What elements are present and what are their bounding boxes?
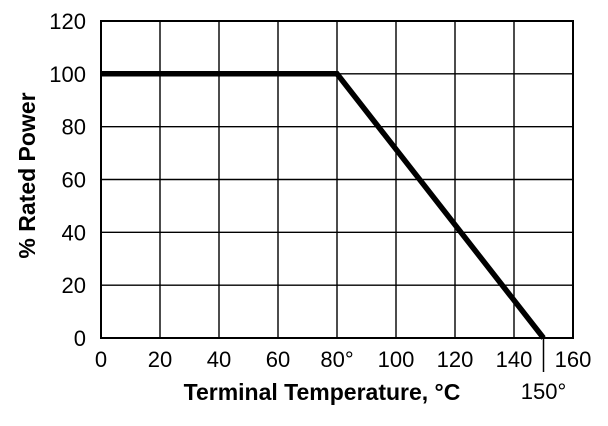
y-tick-label: 60: [62, 168, 86, 193]
y-tick-label: 20: [62, 273, 86, 298]
y-tick-label: 100: [49, 62, 86, 87]
x-axis-label: Terminal Temperature, °C: [184, 379, 461, 405]
y-tick-label: 40: [62, 220, 86, 245]
x-tick-label: 140: [496, 347, 533, 372]
plot-frame: [100, 20, 574, 339]
series-layer: [101, 71, 546, 340]
x-tick-labels: 0 20 40 60 80° 100 120 140 160: [95, 347, 591, 372]
annotation-label: 150°: [521, 379, 567, 404]
x-tick-label: 80°: [320, 347, 353, 372]
y-tick-label: 120: [49, 9, 86, 34]
x-tick-label: 0: [95, 347, 107, 372]
x-tick-label: 40: [207, 347, 231, 372]
plot-border: [100, 20, 574, 339]
x-tick-label: 100: [378, 347, 415, 372]
x-tick-label: 160: [555, 347, 592, 372]
x-tick-label: 20: [148, 347, 172, 372]
y-tick-label: 80: [62, 115, 86, 140]
grid-lines: [101, 21, 573, 338]
annotations: 150°: [521, 338, 567, 404]
x-tick-label: 120: [437, 347, 474, 372]
x-tick-label: 60: [266, 347, 290, 372]
y-tick-label: 0: [74, 326, 86, 351]
y-axis-label: % Rated Power: [14, 92, 40, 258]
y-tick-labels: 0 20 40 60 80 100 120: [49, 9, 86, 351]
derating-curve: [101, 71, 546, 340]
